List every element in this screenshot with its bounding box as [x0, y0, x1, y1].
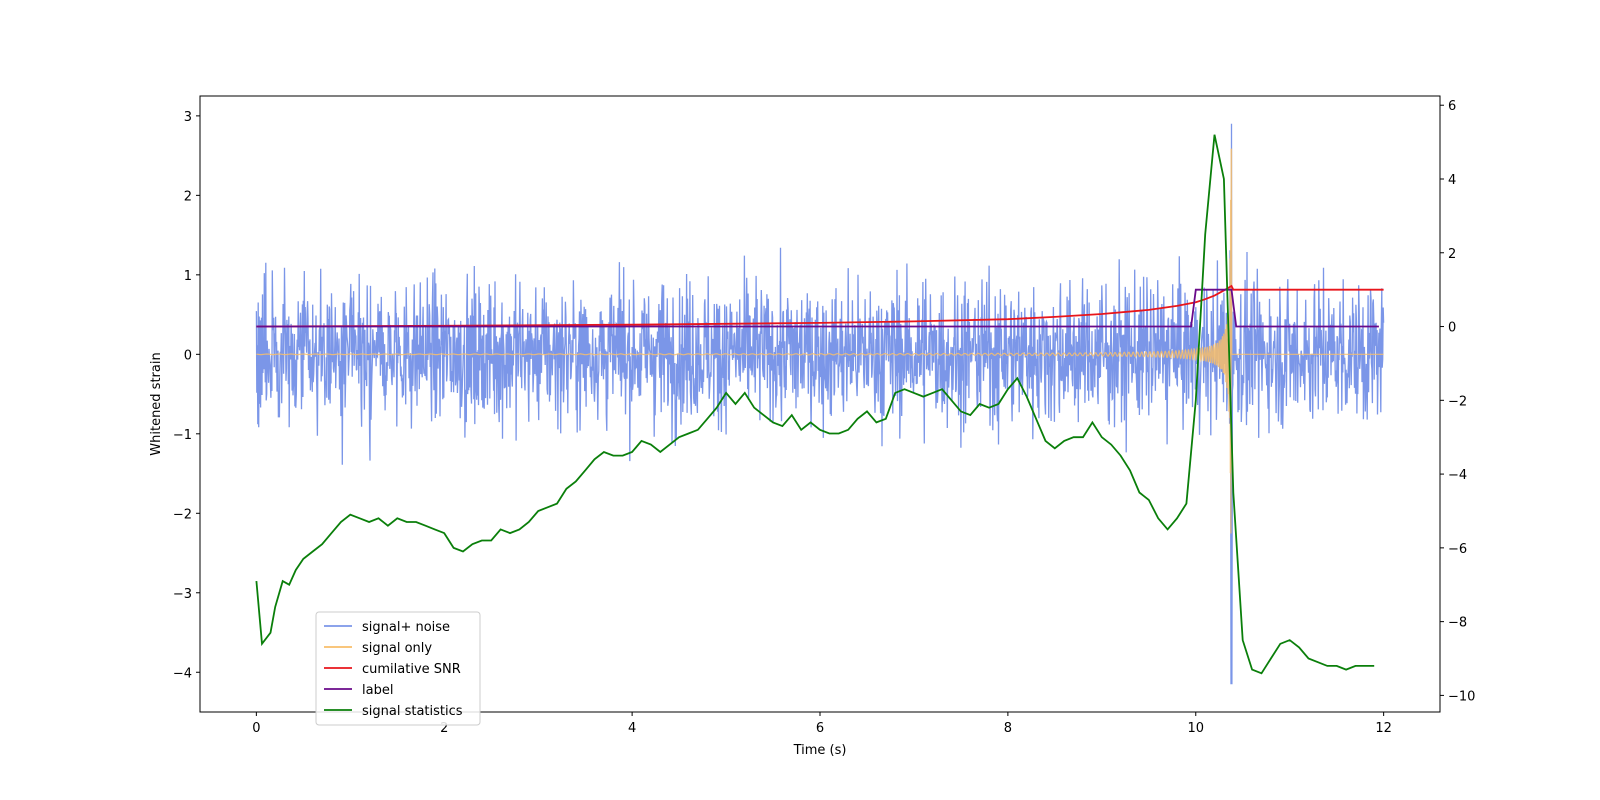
x-tick-label: 6 — [816, 721, 824, 736]
legend: signal+ noise signal only cumilative SNR la… — [315, 611, 481, 726]
y2-tick-label: 4 — [1448, 173, 1456, 188]
y2-tick-label: −8 — [1448, 616, 1467, 631]
y-tick-label: 2 — [184, 189, 192, 204]
y2-tick-label: 0 — [1448, 321, 1456, 336]
series-signal-statistics-line — [255, 134, 1375, 675]
y2-tick-label: 6 — [1448, 99, 1456, 114]
series-layer — [255, 123, 1385, 685]
legend-label-stat: signal statistics — [362, 704, 463, 719]
x-tick-label: 4 — [628, 721, 636, 736]
legend-label-signal: signal only — [362, 641, 432, 656]
x-tick-label: 8 — [1004, 721, 1012, 736]
legend-label-noise: signal+ noise — [362, 620, 450, 635]
y-tick-label: 3 — [184, 110, 192, 125]
legend-label-label: label — [362, 683, 393, 698]
x-tick-label: 10 — [1187, 721, 1204, 736]
y2-tick-label: −10 — [1448, 689, 1475, 704]
legend-box — [315, 611, 481, 726]
y2-tick-label: −4 — [1448, 468, 1467, 483]
y2-tick-label: 2 — [1448, 247, 1456, 262]
y-tick-label: −3 — [173, 587, 192, 602]
y-tick-label: −4 — [173, 666, 192, 681]
y2-tick-label: −6 — [1448, 542, 1467, 557]
x-axis-label: Time (s) — [793, 743, 847, 758]
x-tick-label: 2 — [440, 721, 448, 736]
y-tick-label: −2 — [173, 507, 192, 522]
legend-label-snr: cumilative SNR — [362, 662, 461, 677]
series-signal-only-line — [256, 148, 1384, 534]
y-tick-label: 1 — [184, 269, 192, 284]
y2-tick-label: −2 — [1448, 394, 1467, 409]
y-axis-label: Whitened strain — [149, 352, 164, 455]
y-tick-label: −1 — [173, 428, 192, 443]
x-tick-label: 0 — [252, 721, 260, 736]
y-tick-label: 0 — [184, 348, 192, 363]
series-label-line — [256, 288, 1379, 328]
x-tick-label: 12 — [1375, 721, 1392, 736]
